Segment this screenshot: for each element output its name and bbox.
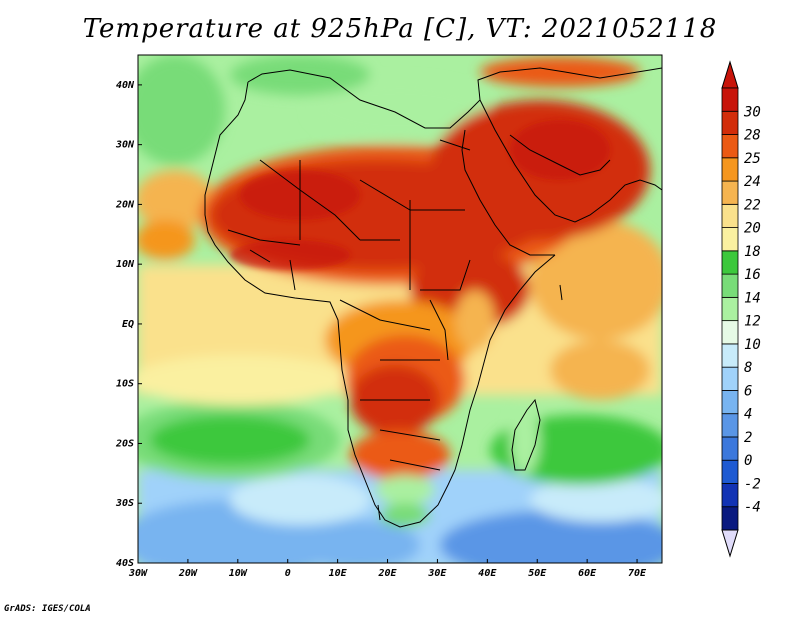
colorbar-swatch [721,134,739,159]
colorbar-swatch [721,343,739,368]
colorbar-swatch [721,483,739,508]
lon-tick-label: 30E [427,568,447,579]
colorbar-swatch [721,203,739,228]
lon-tick-label: 50E [528,568,547,579]
colorbar-swatch [721,157,739,182]
colorbar-label: 25 [744,151,761,167]
colorbar-label: 12 [744,314,761,330]
colorbar-low-arrow [721,529,739,558]
lon-tick-label: 70E [628,568,647,579]
colorbar-swatch [721,413,739,438]
axis-ticks: 30W 20W 10W 0 10E 20E 30E 40E 50E 60E 70E 40N 30N 20N… [115,80,647,579]
colorbar-swatch [721,227,739,252]
colorbar-swatch [721,110,739,135]
colorbar-swatch [721,87,739,112]
lon-tick-label: 60E [578,568,597,579]
colorbar-swatch [721,390,739,415]
colorbar-label: 6 [744,383,752,399]
lat-tick-label: 20S [115,438,134,449]
plot-frame [137,54,663,564]
colorbar-label: 16 [744,267,761,283]
lon-tick-label: 20E [377,568,397,579]
colorbar-swatch [721,436,739,461]
colorbar-label: 24 [744,174,761,190]
colorbar-swatch [721,320,739,345]
lat-tick-label: 40N [116,80,135,91]
coastlines [204,67,662,528]
colorbar-label: 4 [744,407,752,423]
colorbar-label: 30 [743,104,761,120]
lon-tick-label: 40E [478,568,497,579]
colorbar-label: -4 [744,500,761,516]
colorbar-label: -2 [744,476,761,492]
colorbar-swatch [721,296,739,322]
lon-tick-label: 0 [285,568,291,579]
lat-tick-label: 10N [116,259,135,270]
colorbar-high-arrow [721,60,739,89]
colorbar-label: 22 [744,197,761,213]
lon-tick-label: 20W [178,568,198,579]
lon-tick-label: 10E [329,568,348,579]
lon-tick-label: 10W [229,568,248,579]
colorbar-swatch [721,366,739,391]
colorbar-swatch [721,273,739,298]
lat-tick-label: 30S [115,498,134,509]
colorbar-swatch [721,459,739,484]
lat-tick-label: 30N [115,140,135,151]
colorbar-swatch [721,506,739,531]
temperature-field [138,55,662,563]
colorbar-label: 28 [744,128,761,144]
colorbar-label: 2 [744,430,752,446]
lat-tick-label: 10S [116,379,134,390]
colorbar-label: 20 [744,221,761,237]
lat-tick-label: EQ [122,319,134,330]
colorbar-label: 10 [744,337,761,353]
colorbar-swatch [721,250,739,275]
map-title: Temperature at 925hPa [C], VT: 202105211… [82,14,718,44]
lat-tick-label: 40S [116,558,134,569]
colorbar-label: 0 [744,453,752,469]
lon-tick-label: 30W [128,568,148,579]
colorbar-swatch [721,180,739,205]
colorbar-label: 14 [744,290,761,306]
colorbar-label: 18 [744,244,761,260]
grads-credit: GrADS: IGES/COLA [4,604,91,614]
colorbar-label: 8 [744,360,752,376]
lat-tick-label: 20N [115,199,135,210]
